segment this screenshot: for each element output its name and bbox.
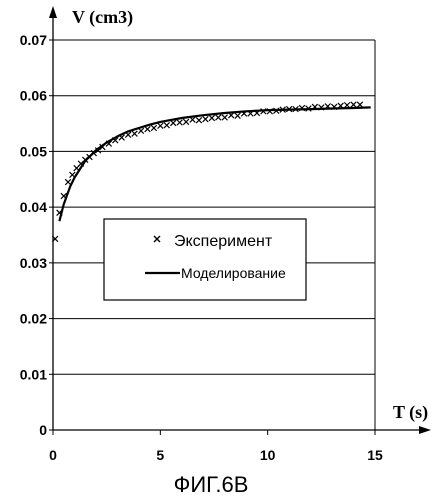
x-tick-label-10: 10	[260, 447, 276, 463]
x-axis-arrow-icon	[419, 426, 431, 434]
experiment-point-23	[177, 120, 183, 126]
y-tick-labels: 0 0.01 0.02 0.03 0.04 0.05 0.06 0.07	[20, 32, 47, 438]
series-model-line	[59, 107, 370, 221]
legend-label-experiment: Эксперимент	[174, 233, 273, 250]
experiment-point-21	[164, 122, 170, 128]
y-tick-label-0.03: 0.03	[20, 255, 47, 271]
x-tick-label-0: 0	[49, 447, 57, 463]
legend-box	[104, 219, 306, 300]
x-tick-label-15: 15	[367, 447, 383, 463]
experiment-point-16	[132, 131, 138, 137]
experiment-point-26	[196, 117, 202, 123]
legend: Эксперимент Моделирование	[104, 219, 306, 300]
experiment-point-51	[357, 102, 363, 108]
y-tick-label-0: 0	[39, 422, 47, 438]
y-tick-label-0.02: 0.02	[20, 311, 47, 327]
experiment-point-50	[351, 102, 357, 108]
experiment-point-17	[138, 128, 144, 134]
experiment-point-29	[215, 115, 221, 121]
y-tick-label-0.06: 0.06	[20, 88, 47, 104]
y-axis-title: V (cm3)	[72, 7, 133, 28]
y-tick-label-0.05: 0.05	[20, 143, 47, 159]
experiment-point-3	[65, 179, 71, 185]
experiment-point-22	[170, 120, 176, 126]
figure-caption: ФИГ.6В	[174, 472, 249, 497]
experiment-point-15	[125, 132, 131, 138]
experiment-point-19	[151, 125, 157, 131]
x-tick-labels: 0 5 10 15	[49, 447, 383, 463]
experiment-point-30	[222, 115, 228, 121]
legend-label-model: Моделирование	[181, 265, 286, 281]
y-tick-label-0.04: 0.04	[20, 199, 47, 215]
experiment-point-32	[235, 113, 241, 119]
experiment-point-24	[183, 119, 189, 125]
experiment-point-20	[158, 123, 164, 129]
experiment-point-27	[203, 116, 209, 122]
y-axis-arrow-icon	[49, 6, 57, 18]
model-curve	[59, 107, 370, 221]
x-axis-title: T (s)	[393, 402, 428, 423]
y-tick-label-0.07: 0.07	[20, 32, 47, 48]
experiment-point-28	[209, 115, 215, 121]
y-tick-label-0.01: 0.01	[20, 366, 47, 382]
experiment-point-4	[70, 172, 76, 178]
x-tick-label-5: 5	[156, 447, 164, 463]
gridlines	[53, 40, 375, 374]
experiment-point-18	[145, 126, 151, 132]
